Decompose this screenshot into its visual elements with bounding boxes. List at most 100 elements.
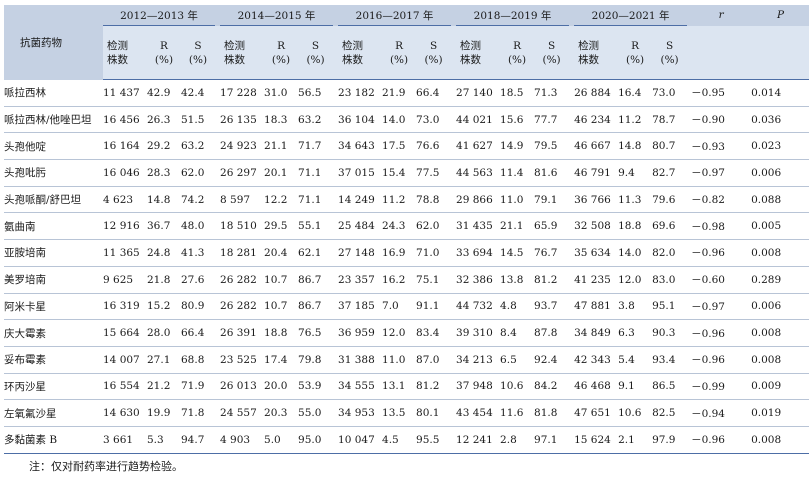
isolate-count: 16 046 [103, 159, 147, 187]
isolate-count: 27 140 [456, 79, 501, 107]
susceptibility-rate: 82.7 [652, 159, 688, 187]
spacer [451, 79, 457, 107]
susceptibility-rate: 94.7 [181, 426, 216, 454]
isolate-count: 41 235 [574, 266, 619, 294]
r-percent-header: R (%) [264, 25, 299, 80]
spacer [333, 79, 339, 107]
susceptibility-rate: 73.0 [652, 79, 688, 107]
spacer [451, 239, 457, 267]
resistance-rate: 10.7 [264, 293, 299, 321]
s-percent-header-line2: (%) [188, 53, 208, 66]
resistance-rate: 36.7 [147, 212, 181, 241]
spacer [687, 132, 692, 161]
p-value: 0.008 [751, 239, 809, 267]
s-percent-header-line2: (%) [660, 53, 679, 66]
resistance-rate: 15.4 [382, 159, 417, 187]
susceptibility-rate: 82.0 [652, 239, 688, 267]
drug-name: 氨曲南 [4, 212, 103, 241]
resistance-rate: 26.3 [147, 106, 181, 134]
s-percent-header-line1: S [547, 39, 556, 52]
p-value: 0.088 [751, 186, 809, 214]
resistance-rate: 20.3 [264, 399, 299, 427]
susceptibility-rate: 41.3 [181, 239, 216, 267]
r-percent-header-line2: (%) [154, 53, 174, 66]
count-header: 检测 株数 [220, 25, 265, 80]
resistance-rate: 14.8 [147, 186, 181, 214]
susceptibility-rate: 71.8 [181, 399, 216, 427]
susceptibility-rate: 77.5 [416, 159, 452, 187]
drug-name: 头孢他啶 [4, 132, 103, 161]
susceptibility-rate: 95.5 [416, 426, 452, 454]
table-row: 左氧氟沙星 14 630 19.9 71.8 24 557 20.3 55.0 34 953 1… [4, 399, 809, 427]
spacer [333, 186, 339, 214]
isolate-count: 26 297 [220, 159, 265, 187]
resistance-rate: 9.4 [618, 159, 653, 187]
table-body: 哌拉西林 11 437 42.9 42.4 17 228 31.0 56.5 23 182 21… [4, 79, 809, 454]
susceptibility-rate: 71.1 [298, 186, 334, 214]
spacer [215, 25, 221, 80]
susceptibility-rate: 81.2 [534, 266, 570, 294]
susceptibility-rate: 51.5 [181, 106, 216, 134]
drug-name: 头孢吡肟 [4, 159, 103, 187]
p-value: 0.006 [751, 159, 809, 187]
table-row: 亚胺培南 11 365 24.8 41.3 18 281 20.4 62.1 27 148 16… [4, 239, 809, 267]
isolate-count: 23 525 [220, 346, 265, 374]
spacer [451, 132, 457, 161]
isolate-count: 12 241 [456, 426, 501, 454]
period-header-2016-2017: 2016—2017 年 [338, 5, 452, 26]
susceptibility-rate: 63.2 [298, 106, 334, 134]
spacer [569, 426, 575, 454]
spacer [451, 293, 457, 321]
spacer [569, 266, 575, 294]
spacer [687, 159, 692, 187]
isolate-count: 34 643 [338, 132, 383, 161]
resistance-rate: 10.7 [264, 266, 299, 294]
susceptibility-rate: 42.4 [181, 79, 216, 107]
drug-name: 妥布霉素 [4, 346, 103, 374]
r-percent-header-line2: (%) [271, 53, 291, 66]
resistance-rate: 18.8 [264, 319, 299, 347]
spacer [687, 399, 692, 427]
isolate-count: 23 357 [338, 266, 383, 294]
correlation-value: －0.96 [691, 346, 752, 374]
r-percent-header-line1: R [513, 39, 521, 52]
isolate-count: 34 213 [456, 346, 501, 374]
table-note: 注：仅对耐药率进行趋势检验。 [29, 460, 183, 473]
susceptibility-rate: 79.1 [534, 186, 570, 214]
spacer [451, 106, 457, 134]
susceptibility-rate: 84.2 [534, 373, 570, 401]
isolate-count: 46 468 [574, 373, 619, 401]
isolate-count: 44 021 [456, 106, 501, 134]
isolate-count: 47 651 [574, 399, 619, 427]
spacer [215, 132, 221, 161]
susceptibility-rate: 93.4 [652, 346, 688, 374]
isolate-count: 35 634 [574, 239, 619, 267]
spacer [687, 319, 692, 347]
isolate-count: 25 484 [338, 212, 383, 241]
s-percent-header-line1: S [665, 39, 674, 52]
isolate-count: 15 624 [574, 426, 619, 454]
spacer [687, 426, 692, 454]
spacer [569, 186, 575, 214]
p-value-header: P [751, 5, 809, 26]
isolate-count: 14 630 [103, 399, 147, 427]
susceptibility-rate: 78.7 [652, 106, 688, 134]
resistance-rate: 5.3 [147, 426, 181, 454]
correlation-header: r [691, 5, 752, 26]
spacer [687, 346, 692, 374]
isolate-count: 4 623 [103, 186, 147, 214]
spacer [333, 239, 339, 267]
resistance-rate: 29.5 [264, 212, 299, 241]
resistance-rate: 6.3 [618, 319, 653, 347]
table-row: 美罗培南 9 625 21.8 27.6 26 282 10.7 86.7 23 357 16.… [4, 266, 809, 294]
spacer [569, 293, 575, 321]
isolate-count: 44 732 [456, 293, 501, 321]
isolate-count: 4 903 [220, 426, 265, 454]
isolate-count: 15 664 [103, 319, 147, 347]
isolate-count: 47 881 [574, 293, 619, 321]
isolate-count: 37 185 [338, 293, 383, 321]
susceptibility-rate: 83.0 [652, 266, 688, 294]
r-percent-header: R (%) [618, 25, 653, 80]
count-header: 检测 株数 [338, 25, 383, 80]
susceptibility-rate: 76.6 [416, 132, 452, 161]
